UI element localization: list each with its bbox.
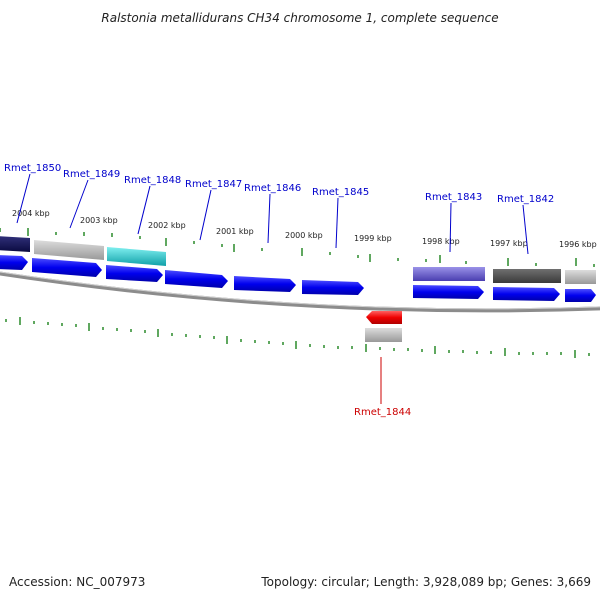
tick-labels: 2004 kbp 2003 kbp 2002 kbp 2001 kbp 2000…: [12, 209, 597, 249]
gene-arrow-rmet-1844[interactable]: [366, 311, 402, 324]
gene-arrow-rmet-1848[interactable]: [106, 265, 163, 282]
tick-label: 2003 kbp: [80, 216, 118, 225]
gene-label-rmet-1842[interactable]: Rmet_1842: [497, 194, 554, 205]
gene-label-rmet-1843[interactable]: Rmet_1843: [425, 192, 482, 203]
feature-block-gray[interactable]: [565, 270, 596, 284]
outer-feature-track: [0, 236, 596, 284]
reverse-strand-genes: [365, 311, 402, 342]
connector-rmet-1847: [199, 189, 212, 241]
gene-label-rmet-1850[interactable]: Rmet_1850: [4, 163, 61, 174]
tick-label: 2000 kbp: [285, 231, 323, 240]
gene-label-rmet-1848[interactable]: Rmet_1848: [124, 175, 181, 186]
tick-label: 1997 kbp: [490, 239, 528, 248]
connector-rmet-1846: [267, 193, 271, 244]
tick-label: 2002 kbp: [148, 221, 186, 230]
tick-label: 2004 kbp: [12, 209, 50, 218]
feature-block-gray[interactable]: [34, 240, 104, 260]
genome-summary-text: Topology: circular; Length: 3,928,089 bp…: [260, 575, 591, 589]
tick-label: 1999 kbp: [354, 234, 392, 243]
gene-arrow-rmet-1843[interactable]: [413, 285, 484, 299]
connector-rmet-1850: [16, 173, 31, 224]
gene-arrow-rmet-1845[interactable]: [302, 280, 364, 295]
chromosome-backbone: [0, 271, 600, 313]
gene-label-rmet-1844[interactable]: Rmet_1844: [354, 407, 411, 418]
gene-arrow-partial[interactable]: [565, 289, 596, 302]
connector-rmet-1843: [449, 202, 452, 253]
feature-block-purple[interactable]: [413, 267, 485, 281]
gene-arrow-rmet-1849[interactable]: [32, 258, 102, 277]
gene-arrow-rmet-1842[interactable]: [493, 287, 560, 301]
connector-rmet-1842: [522, 204, 529, 255]
gene-arrow-rmet-1846[interactable]: [234, 276, 296, 292]
forward-strand-genes: [0, 255, 596, 302]
tick-label: 1998 kbp: [422, 237, 460, 246]
connector-rmet-1849: [69, 179, 89, 229]
gene-labels: Rmet_1850 Rmet_1849 Rmet_1848 Rmet_1847 …: [4, 163, 554, 418]
map-title: Ralstonia metallidurans CH34 chromosome …: [101, 11, 498, 25]
chromosome-backbone-highlight: [0, 271, 600, 310]
gene-label-rmet-1846[interactable]: Rmet_1846: [244, 183, 301, 194]
label-connectors: [16, 173, 529, 255]
gene-label-rmet-1845[interactable]: Rmet_1845: [312, 187, 369, 198]
tick-label: 1996 kbp: [559, 240, 597, 249]
feature-block-darkgray[interactable]: [493, 269, 561, 283]
gene-arrow-rmet-1850[interactable]: [0, 255, 28, 270]
feature-block-navy[interactable]: [0, 236, 30, 252]
connector-rmet-1848: [137, 185, 151, 235]
outer-tick-ring: [0, 228, 595, 267]
gene-label-rmet-1847[interactable]: Rmet_1847: [185, 179, 242, 190]
connector-rmet-1845: [335, 197, 339, 249]
feature-block-cyan[interactable]: [107, 247, 166, 266]
tick-label: 2001 kbp: [216, 227, 254, 236]
gene-label-rmet-1849[interactable]: Rmet_1849: [63, 169, 120, 180]
accession-text: Accession: NC_007973: [9, 575, 145, 589]
gene-arrow-rmet-1847[interactable]: [165, 270, 228, 288]
feature-block-gray[interactable]: [365, 328, 402, 342]
inner-tick-ring: [5, 317, 590, 358]
